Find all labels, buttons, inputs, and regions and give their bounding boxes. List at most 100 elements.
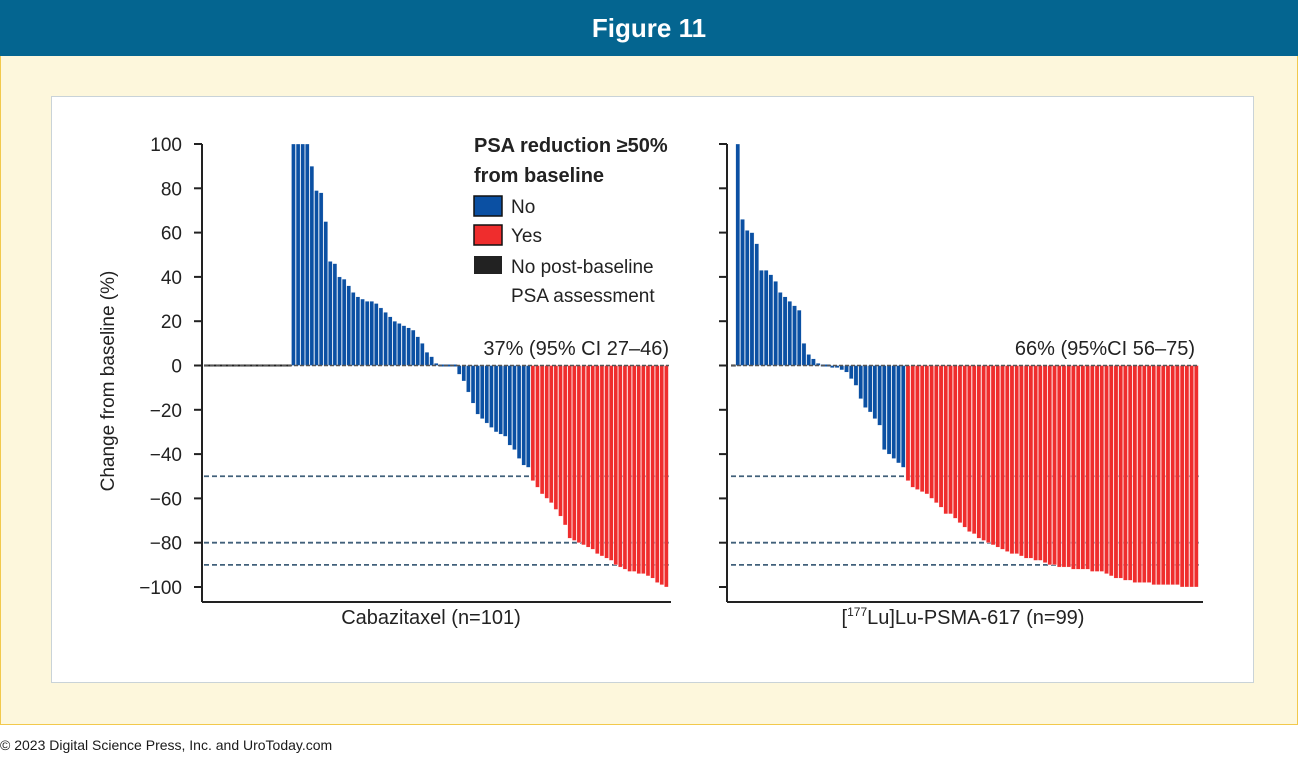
bar: [650, 365, 655, 579]
y-tick-label: −40: [150, 445, 182, 466]
bar: [341, 278, 347, 366]
bar: [1175, 365, 1180, 585]
bar: [549, 365, 554, 503]
bar: [337, 276, 342, 366]
bar: [943, 365, 949, 515]
bar: [1189, 365, 1194, 588]
bar: [1170, 365, 1175, 585]
bar: [622, 365, 628, 570]
bar: [664, 365, 669, 588]
bar: [1080, 365, 1086, 570]
bar: [378, 307, 384, 366]
bar: [217, 364, 223, 367]
bar: [236, 364, 241, 367]
bar: [1161, 365, 1166, 585]
legend-swatch-no: [473, 195, 503, 217]
legend-title-line1: PSA reduction ≥50%: [474, 135, 668, 157]
y-tick-label: 0: [171, 357, 182, 378]
bar: [801, 343, 807, 366]
legend: PSA reduction ≥50% from baseline No Yes …: [473, 135, 668, 307]
bar: [1009, 365, 1015, 554]
bar: [749, 232, 755, 366]
bar: [1033, 365, 1038, 561]
bar: [953, 365, 958, 519]
bar: [872, 365, 878, 419]
bar: [882, 365, 887, 450]
bar: [1075, 365, 1081, 570]
bar: [480, 365, 485, 419]
bar: [572, 365, 577, 541]
bar: [844, 365, 849, 373]
bar: [1132, 365, 1138, 583]
bar: [521, 365, 526, 466]
bar: [834, 365, 840, 368]
bar: [754, 243, 759, 366]
bar: [461, 365, 466, 382]
x-axis-label-right: [177Lu]Lu-PSMA-617 (n=99): [842, 605, 1085, 629]
bar: [1184, 365, 1190, 588]
bars-cabazitaxel: [204, 143, 669, 588]
legend-label-no: No: [511, 197, 535, 218]
bar: [420, 343, 425, 366]
bar: [314, 190, 319, 366]
bar: [604, 365, 609, 559]
bar: [1005, 365, 1010, 552]
bar: [1052, 365, 1057, 566]
bar: [397, 323, 402, 366]
bar: [641, 365, 646, 574]
bar: [309, 166, 315, 366]
y-tick-label: −20: [150, 401, 182, 422]
bar: [627, 365, 632, 572]
bar: [1118, 365, 1123, 579]
bar: [763, 270, 769, 366]
bar: [1156, 365, 1161, 585]
bar: [273, 364, 278, 367]
bar: [470, 365, 476, 404]
bar: [406, 327, 411, 366]
y-tick-label: 20: [161, 312, 182, 333]
bar: [632, 365, 637, 572]
bar: [971, 365, 977, 534]
title-pre: [: [842, 607, 848, 629]
bar: [475, 365, 480, 415]
legend-swatch-yes: [473, 224, 503, 246]
bar: [995, 365, 1001, 548]
bar: [853, 365, 859, 386]
bar: [849, 365, 854, 379]
bar: [905, 365, 911, 481]
bar: [745, 230, 750, 366]
bar: [318, 192, 324, 366]
bar: [291, 143, 296, 366]
bar: [585, 365, 591, 548]
bar: [295, 143, 301, 366]
response-rate-annotation: 37% (95% CI 27–46): [483, 338, 669, 360]
bar: [1194, 365, 1199, 588]
bar: [466, 365, 471, 393]
bar: [792, 305, 797, 366]
response-rate-annotation-right: 66% (95%CI 56–75): [1015, 338, 1195, 360]
legend-swatch-no-assessment: [474, 256, 502, 274]
bar: [351, 292, 356, 366]
bar: [929, 365, 934, 499]
bar: [990, 365, 996, 546]
y-tick-label: −100: [139, 578, 182, 599]
bar: [1179, 365, 1185, 588]
bar: [595, 365, 600, 554]
legend-label-yes: Yes: [511, 226, 542, 247]
bar: [452, 364, 458, 367]
y-tick-label: 100: [150, 135, 182, 156]
bar: [493, 365, 499, 433]
bar: [782, 296, 788, 366]
y-tick-labels: 100 80 60 40 20 0 −20 −40 −60 −80 −100: [139, 135, 202, 599]
bar: [328, 261, 333, 366]
bar: [1085, 365, 1090, 570]
legend-title-line2: from baseline: [474, 165, 604, 187]
y-tick-label: −80: [150, 534, 182, 555]
bar: [553, 365, 559, 510]
bar: [323, 221, 328, 366]
bar: [948, 365, 953, 515]
legend-label-no-assessment: No post-baseline: [511, 257, 654, 278]
bar: [891, 365, 897, 459]
bar: [618, 365, 623, 568]
bar: [231, 364, 237, 367]
